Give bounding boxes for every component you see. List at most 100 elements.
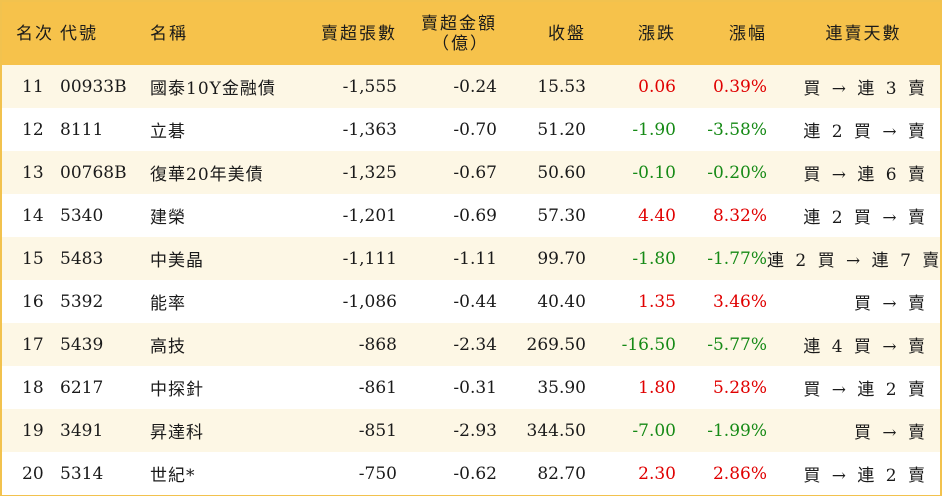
sell-amount-cell: -0.62 <box>453 463 497 484</box>
sell-lots-cell: -861 <box>358 377 397 398</box>
name-cell: 建榮 <box>150 208 186 228</box>
header-sell-amount-line1: 賣超金額 <box>421 13 497 34</box>
sell-amount-cell: -2.34 <box>453 334 497 355</box>
code-cell: 5392 <box>60 291 104 312</box>
rank-cell: 20 <box>22 463 44 484</box>
rank-cell: 11 <box>22 76 44 97</box>
close-cell: 57.30 <box>537 205 586 226</box>
close-cell: 50.60 <box>537 162 586 183</box>
change-pct-cell: 8.32% <box>712 205 767 226</box>
close-cell: 82.70 <box>537 463 586 484</box>
streak-cell: 買 → 連 3 賣 <box>803 79 928 99</box>
sell-amount-cell: -0.24 <box>453 76 497 97</box>
sell-amount-cell: -0.44 <box>453 291 497 312</box>
name-cell: 國泰10Y金融債 <box>150 79 276 99</box>
rank-cell: 14 <box>22 205 44 226</box>
sell-amount-cell: -0.67 <box>453 162 497 183</box>
name-cell: 能率 <box>150 294 186 314</box>
rank-cell: 17 <box>22 334 44 355</box>
rank-cell: 13 <box>22 162 44 183</box>
change-pct-cell: 0.39% <box>712 76 767 97</box>
code-cell: 00933B <box>60 76 127 97</box>
change-pct-cell: -3.58% <box>707 119 767 140</box>
change-cell: -0.10 <box>632 162 676 183</box>
code-cell: 6217 <box>60 377 104 398</box>
streak-cell: 連 2 買 → 賣 <box>803 208 928 228</box>
code-cell: 00768B <box>60 162 127 183</box>
code-cell: 8111 <box>60 119 104 140</box>
close-cell: 99.70 <box>537 248 586 269</box>
streak-cell: 連 2 買 → 連 7 賣 <box>767 251 942 271</box>
name-cell: 中美晶 <box>150 251 204 271</box>
sell-amount-cell: -0.69 <box>453 205 497 226</box>
header-rank: 名次 <box>16 23 54 44</box>
table-row: 17 5439 高技 -868 -2.34 269.50 -16.50 -5.7… <box>2 323 940 366</box>
table-row: 18 6217 中探針 -861 -0.31 35.90 1.80 5.28% … <box>2 366 940 409</box>
code-cell: 5483 <box>60 248 104 269</box>
name-cell: 中探針 <box>150 380 204 400</box>
table-body: 11 00933B 國泰10Y金融債 -1,555 -0.24 15.53 0.… <box>2 65 940 495</box>
table-row: 14 5340 建榮 -1,201 -0.69 57.30 4.40 8.32%… <box>2 194 940 237</box>
header-sell-amount-line2: （億） <box>432 33 489 54</box>
table-row: 16 5392 能率 -1,086 -0.44 40.40 1.35 3.46%… <box>2 280 940 323</box>
name-cell: 昇達科 <box>150 423 204 443</box>
streak-cell: 買 → 連 2 賣 <box>803 466 928 486</box>
table-row: 13 00768B 復華20年美債 -1,325 -0.67 50.60 -0.… <box>2 151 940 194</box>
change-cell: -1.90 <box>632 119 676 140</box>
streak-cell: 連 2 買 → 賣 <box>803 122 928 142</box>
close-cell: 269.50 <box>526 334 586 355</box>
table-row: 11 00933B 國泰10Y金融債 -1,555 -0.24 15.53 0.… <box>2 65 940 108</box>
close-cell: 15.53 <box>537 76 586 97</box>
sell-lots-cell: -1,363 <box>342 119 397 140</box>
sell-lots-cell: -868 <box>358 334 397 355</box>
change-pct-cell: -5.77% <box>707 334 767 355</box>
streak-cell: 買 → 連 2 賣 <box>803 380 928 400</box>
change-cell: 1.80 <box>638 377 676 398</box>
table-row: 12 8111 立碁 -1,363 -0.70 51.20 -1.90 -3.5… <box>2 108 940 151</box>
change-pct-cell: 5.28% <box>712 377 767 398</box>
sell-amount-cell: -0.70 <box>453 119 497 140</box>
sell-lots-cell: -1,086 <box>342 291 397 312</box>
rank-cell: 19 <box>22 420 44 441</box>
rank-cell: 18 <box>22 377 44 398</box>
streak-cell: 買 → 賣 <box>853 294 928 314</box>
rank-cell: 16 <box>22 291 44 312</box>
name-cell: 立碁 <box>150 122 186 142</box>
sell-lots-cell: -1,201 <box>342 205 397 226</box>
change-cell: 1.35 <box>638 291 676 312</box>
change-cell: -1.80 <box>632 248 676 269</box>
sell-lots-cell: -750 <box>358 463 397 484</box>
code-cell: 5340 <box>60 205 104 226</box>
header-streak: 連賣天數 <box>825 23 902 44</box>
name-cell: 高技 <box>150 337 186 357</box>
change-pct-cell: 3.46% <box>712 291 767 312</box>
header-sell-lots: 賣超張數 <box>321 23 397 44</box>
sell-amount-cell: -0.31 <box>453 377 497 398</box>
header-code: 代號 <box>60 23 98 44</box>
sell-amount-cell: -2.93 <box>453 420 497 441</box>
header-change: 漲跌 <box>638 23 676 44</box>
sell-lots-cell: -1,325 <box>342 162 397 183</box>
change-pct-cell: -1.77% <box>707 248 767 269</box>
close-cell: 35.90 <box>537 377 586 398</box>
change-cell: 2.30 <box>638 463 676 484</box>
streak-cell: 連 4 買 → 賣 <box>803 337 928 357</box>
name-cell: 世紀* <box>150 466 196 486</box>
rank-cell: 12 <box>22 119 44 140</box>
header-row: 名次 代號 名稱 賣超張數 賣超金額 （億） 收盤 漲跌 漲幅 連賣天數 <box>2 2 940 65</box>
change-cell: -16.50 <box>621 334 676 355</box>
name-cell: 復華20年美債 <box>150 165 264 185</box>
table-row: 19 3491 昇達科 -851 -2.93 344.50 -7.00 -1.9… <box>2 409 940 452</box>
header-close: 收盤 <box>548 23 586 44</box>
streak-cell: 買 → 連 6 賣 <box>803 165 928 185</box>
code-cell: 3491 <box>60 420 104 441</box>
header-change-pct: 漲幅 <box>729 23 767 44</box>
sell-lots-cell: -851 <box>358 420 397 441</box>
change-pct-cell: -1.99% <box>707 420 767 441</box>
header-sell-amount: 賣超金額 （億） <box>397 2 497 65</box>
close-cell: 40.40 <box>537 291 586 312</box>
sell-lots-cell: -1,555 <box>342 76 397 97</box>
change-cell: 4.40 <box>638 205 676 226</box>
table-row: 20 5314 世紀* -750 -0.62 82.70 2.30 2.86% … <box>2 452 940 495</box>
table-row: 15 5483 中美晶 -1,111 -1.11 99.70 -1.80 -1.… <box>2 237 940 280</box>
